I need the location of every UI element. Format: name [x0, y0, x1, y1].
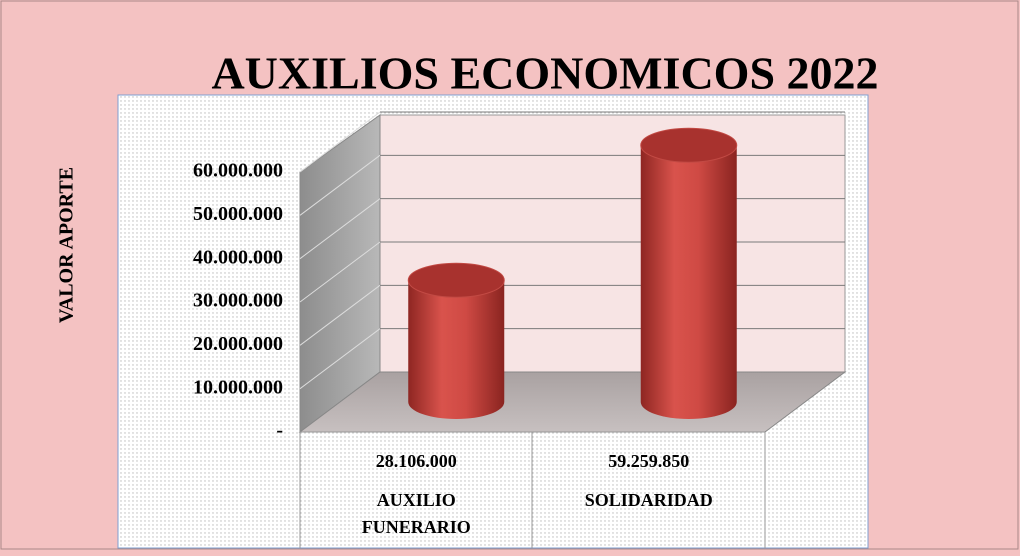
y-tick-label: 20.000.000 — [193, 333, 283, 355]
bar-top — [407, 262, 505, 298]
bar — [408, 280, 505, 419]
floor — [298, 371, 847, 433]
grid-line — [299, 198, 381, 260]
grid-line — [299, 284, 381, 346]
grid-line — [299, 241, 381, 303]
y-axis-label: VALOR APORTE — [56, 167, 78, 323]
value-label: 59.259.850 — [608, 451, 689, 471]
y-tick-label: - — [276, 420, 283, 442]
y-tick-label: 50.000.000 — [193, 203, 283, 225]
y-tick-label: 30.000.000 — [193, 290, 283, 312]
bar — [640, 145, 737, 419]
x-tick-label: SOLIDARIDAD — [584, 490, 713, 510]
chart-title: AUXILIOS ECONOMICOS 2022 — [211, 48, 878, 99]
grid-line — [299, 328, 381, 390]
y-tick-label: 60.000.000 — [193, 160, 283, 182]
grid-line — [299, 111, 381, 173]
y-tick-label: 10.000.000 — [193, 376, 283, 398]
x-tick-label: AUXILIO FUNERARIO — [361, 490, 471, 537]
bar-top — [640, 127, 738, 163]
grid-line — [299, 154, 381, 216]
value-label: 28.106.000 — [376, 451, 457, 471]
y-tick-label: 40.000.000 — [193, 246, 283, 268]
